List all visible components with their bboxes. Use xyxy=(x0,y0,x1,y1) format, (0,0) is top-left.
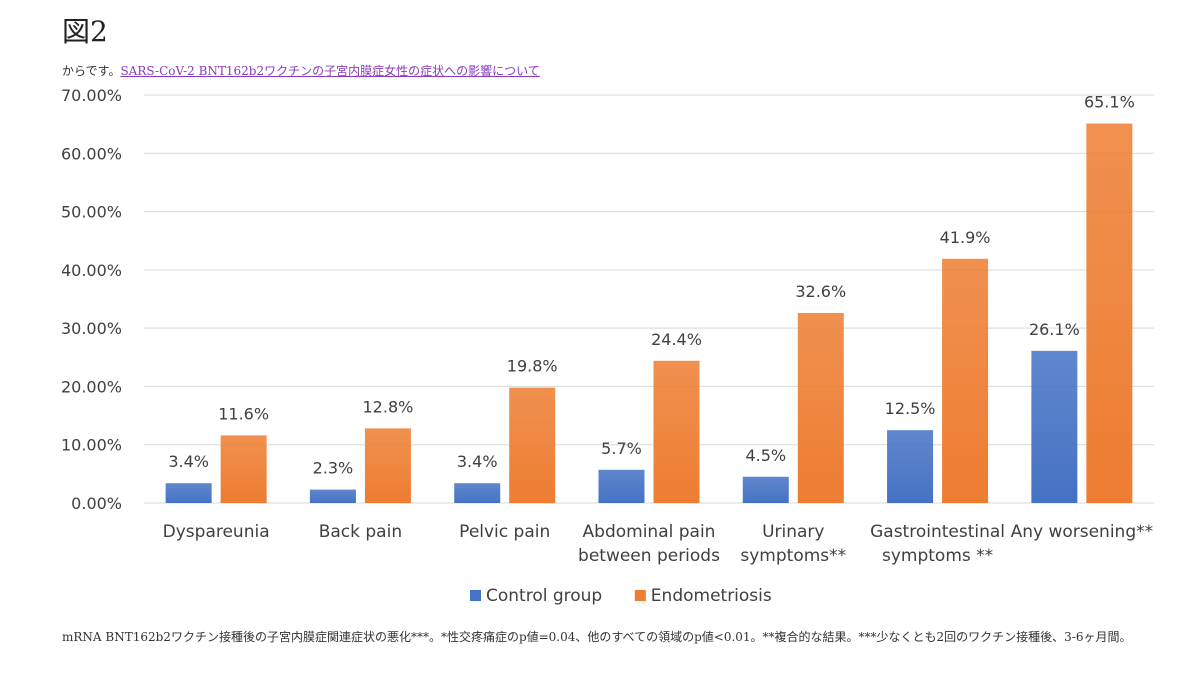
control-data-label: 4.5% xyxy=(745,446,786,465)
endometriosis-bar xyxy=(220,435,267,503)
source-link[interactable]: SARS-CoV-2 BNT162b2ワクチンの子宮内膜症女性の症状への影響につ… xyxy=(120,64,540,78)
x-category-label: Dyspareunia xyxy=(163,522,270,542)
x-category-label: symptoms** xyxy=(740,546,846,566)
legend-swatch-control xyxy=(470,590,481,601)
endometriosis-bar xyxy=(797,312,844,503)
control-data-label: 12.5% xyxy=(885,399,936,418)
control-bar xyxy=(1031,350,1078,503)
control-bar xyxy=(309,489,356,503)
endometriosis-data-label: 12.8% xyxy=(363,397,414,416)
x-category-label: Pelvic pain xyxy=(459,522,550,542)
endometriosis-data-label: 41.9% xyxy=(940,228,991,247)
x-category-label: Gastrointestinal xyxy=(870,522,1005,542)
control-bar xyxy=(454,483,501,503)
endometriosis-bar xyxy=(509,387,556,503)
endometriosis-bar xyxy=(1086,123,1133,503)
endometriosis-data-label: 19.8% xyxy=(507,357,558,376)
y-tick-label: 50.00% xyxy=(62,203,122,222)
y-tick-label: 10.00% xyxy=(62,436,122,455)
control-bar xyxy=(742,476,789,503)
endometriosis-bar xyxy=(942,258,989,503)
endometriosis-bar xyxy=(653,360,700,503)
y-tick-label: 20.00% xyxy=(62,377,122,396)
legend-swatch-endometriosis xyxy=(634,590,646,601)
y-tick-label: 60.00% xyxy=(62,144,122,163)
control-data-label: 26.1% xyxy=(1029,320,1080,339)
legend-label-endometriosis: Endometriosis xyxy=(651,586,772,606)
source-line: からです。SARS-CoV-2 BNT162b2ワクチンの子宮内膜症女性の症状へ… xyxy=(62,62,540,79)
endometriosis-data-label: 11.6% xyxy=(218,404,269,423)
endometriosis-data-label: 65.1% xyxy=(1084,93,1135,112)
control-data-label: 3.4% xyxy=(457,452,498,471)
legend-label-control: Control group xyxy=(486,586,602,606)
control-data-label: 3.4% xyxy=(168,452,209,471)
endometriosis-bar xyxy=(364,428,411,503)
control-data-label: 2.3% xyxy=(313,459,354,478)
endometriosis-data-label: 32.6% xyxy=(795,282,846,301)
control-data-label: 5.7% xyxy=(601,439,642,458)
y-tick-label: 70.00% xyxy=(62,86,122,105)
figure-caption: mRNA BNT162b2ワクチン接種後の子宮内膜症関連症状の悪化***。*性交… xyxy=(62,630,1132,644)
bar-chart: 0.00% 10.00% 20.00% 30.00% 40.00% 50.00% 60.00… xyxy=(61,86,1154,606)
x-category-label: Urinary xyxy=(762,522,824,542)
x-category-label: Abdominal pain xyxy=(583,522,716,542)
source-prefix: からです。 xyxy=(62,64,121,78)
x-category-label: symptoms ** xyxy=(882,546,993,566)
figure-heading: 図2 xyxy=(62,15,108,48)
x-category-label: Any worsening** xyxy=(1011,522,1154,542)
x-category-label: between periods xyxy=(578,546,720,566)
control-bar xyxy=(598,469,645,503)
control-bar xyxy=(887,430,934,503)
y-tick-label: 0.00% xyxy=(71,494,122,513)
y-tick-label: 40.00% xyxy=(62,261,122,280)
y-tick-label: 30.00% xyxy=(62,319,122,338)
endometriosis-data-label: 24.4% xyxy=(651,330,702,349)
chart-panel: 0.00% 10.00% 20.00% 30.00% 40.00% 50.00% 60.00… xyxy=(61,80,1154,615)
control-bar xyxy=(165,483,212,503)
x-category-label: Back pain xyxy=(319,522,402,542)
